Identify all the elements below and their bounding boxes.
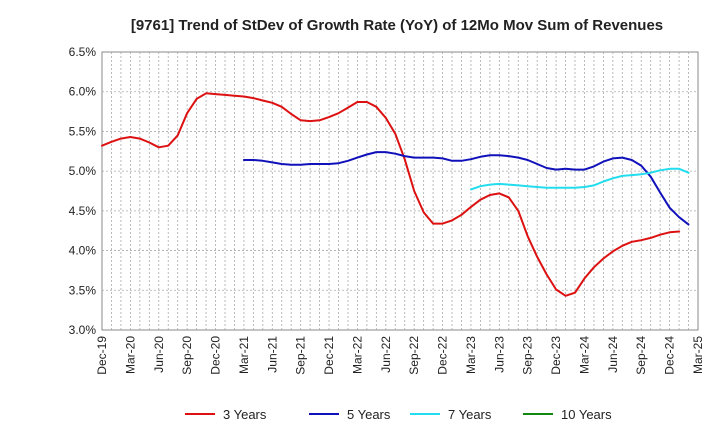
x-tick-label: Sep-22 <box>407 336 421 375</box>
x-tick-label: Dec-22 <box>436 336 450 375</box>
x-tick-label: Sep-21 <box>294 336 308 375</box>
x-tick-label: Dec-21 <box>322 336 336 375</box>
x-tick-label: Jun-24 <box>606 336 620 373</box>
x-tick-label: Mar-21 <box>237 336 251 374</box>
legend-label: 10 Years <box>561 407 612 422</box>
x-tick-label: Dec-24 <box>663 336 677 375</box>
x-tick-label: Dec-20 <box>209 336 223 375</box>
series-line-3-years <box>101 92 681 297</box>
y-tick-label: 5.5% <box>69 124 97 138</box>
x-tick-label: Mar-24 <box>577 336 591 374</box>
x-tick-label: Mar-25 <box>691 336 705 374</box>
y-tick-label: 4.5% <box>69 204 97 218</box>
x-tick-label: Jun-20 <box>152 336 166 373</box>
x-tick-label: Dec-19 <box>95 336 109 375</box>
legend: 3 Years 5 Years 7 Years 10 Years <box>185 407 612 422</box>
y-tick-label: 6.5% <box>69 45 97 59</box>
y-tick-label: 3.5% <box>69 283 97 297</box>
grid-lines <box>102 52 698 330</box>
x-axis: Dec-19 Mar-20 Jun-20 Sep-20 Dec-20 Mar-21 Jun-… <box>95 336 705 375</box>
x-tick-label: Mar-22 <box>350 336 364 374</box>
x-tick-label: Jun-21 <box>265 336 279 373</box>
y-axis: 6.5% 6.0% 5.5% 5.0% 4.5% 4.0% 3.5% 3.0% <box>69 45 97 337</box>
x-tick-label: Jun-22 <box>379 336 393 373</box>
legend-label: 5 Years <box>347 407 391 422</box>
x-tick-label: Sep-20 <box>180 336 194 375</box>
y-tick-label: 5.0% <box>69 164 97 178</box>
legend-label: 3 Years <box>223 407 267 422</box>
x-tick-label: Mar-20 <box>123 336 137 374</box>
chart-title: [9761] Trend of StDev of Growth Rate (Yo… <box>131 17 663 34</box>
series-line-7-years <box>470 167 690 191</box>
x-tick-label: Jun-23 <box>492 336 506 373</box>
x-tick-label: Sep-23 <box>521 336 535 375</box>
legend-label: 7 Years <box>448 407 492 422</box>
series-lines <box>101 92 690 297</box>
y-tick-label: 6.0% <box>69 85 97 99</box>
x-tick-label: Sep-24 <box>634 336 648 375</box>
x-tick-label: Mar-23 <box>464 336 478 374</box>
plot-area <box>101 51 699 331</box>
series-line-5-years <box>242 151 690 226</box>
y-tick-label: 3.0% <box>69 323 97 337</box>
y-tick-label: 4.0% <box>69 244 97 258</box>
x-tick-label: Dec-23 <box>549 336 563 375</box>
